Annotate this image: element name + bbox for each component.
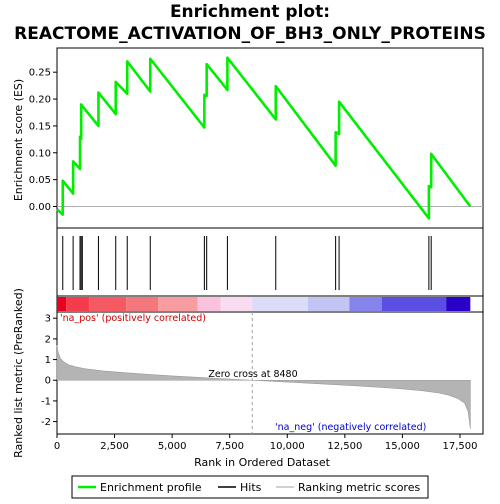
enrichment-profile-line	[56, 56, 472, 220]
metric-axes: -2 -1 0 1 2 3 0 2,500 5,000 7,500 10,000 12,500 15,0…	[41, 314, 477, 452]
ranking-metric-area	[56, 312, 471, 434]
legend-box	[71, 475, 429, 499]
es-y-tick-label: 0.20	[29, 95, 51, 106]
x-axis-label: Rank in Ordered Dataset	[194, 456, 331, 469]
ranking-metric-fill	[56, 345, 471, 429]
hits-markers	[62, 236, 432, 290]
x-tick-label: 12,500	[327, 441, 362, 452]
x-tick-label: 17,500	[442, 441, 477, 452]
legend: Enrichment profile Hits Ranking metric s…	[71, 475, 429, 499]
x-tick-label: 0	[54, 441, 60, 452]
heat-strip-segment	[126, 297, 159, 311]
heat-strip-segment	[307, 297, 350, 311]
x-tick-label: 10,000	[270, 441, 305, 452]
metric-y-tick-label: -2	[41, 417, 51, 428]
es-y-tick-label: 0.00	[29, 202, 51, 213]
chart-title-line1: Enrichment plot:	[170, 2, 330, 22]
es-y-tick-label: 0.05	[29, 175, 51, 186]
chart-title-line2: REACTOME_ACTIVATION_OF_BH3_ONLY_PROTEINS	[14, 24, 486, 44]
heat-strip-segment	[220, 297, 253, 311]
x-tick-label: 7,500	[215, 441, 244, 452]
es-y-tick-label: 0.25	[29, 68, 51, 79]
zero-cross-label: Zero cross at 8480	[208, 369, 297, 380]
enrichment-profile	[56, 56, 472, 220]
metric-y-axis-label: Ranked list metric (PreRanked)	[12, 288, 25, 458]
es-y-tick-label: 0.10	[29, 148, 51, 159]
es-y-axis-label: Enrichment score (ES)	[12, 79, 25, 201]
heat-strip-segment	[66, 297, 90, 311]
x-tick-label: 15,000	[385, 441, 420, 452]
heat-strip-segment	[57, 297, 67, 311]
es-y-axis: 0.00 0.05 0.10 0.15 0.20 0.25	[29, 68, 57, 213]
metric-y-tick-label: -1	[41, 396, 51, 407]
heat-strip-segment	[381, 297, 447, 311]
legend-label-hits: Hits	[240, 481, 262, 494]
metric-y-tick-label: 0	[45, 376, 51, 387]
heat-strip-segment	[158, 297, 198, 311]
metric-y-tick-label: 1	[45, 355, 51, 366]
pos-correlated-label: 'na_pos' (positively correlated)	[60, 313, 206, 324]
heat-strip-segment	[252, 297, 308, 311]
x-tick-label: 5,000	[158, 441, 187, 452]
x-tick-label: 2,500	[100, 441, 129, 452]
heat-strip-segment	[197, 297, 221, 311]
rank-heat-strip	[57, 297, 471, 311]
metric-y-tick-label: 3	[45, 314, 51, 325]
es-y-tick-label: 0.15	[29, 121, 51, 132]
heat-strip-segment	[349, 297, 382, 311]
legend-label-enrichment-profile: Enrichment profile	[100, 481, 202, 494]
neg-correlated-label: 'na_neg' (negatively correlated)	[275, 422, 426, 433]
legend-label-ranking-metric: Ranking metric scores	[298, 481, 420, 494]
heat-strip-segment	[446, 297, 471, 311]
heat-strip-segment	[89, 297, 127, 311]
metric-y-tick-label: 2	[45, 334, 51, 345]
